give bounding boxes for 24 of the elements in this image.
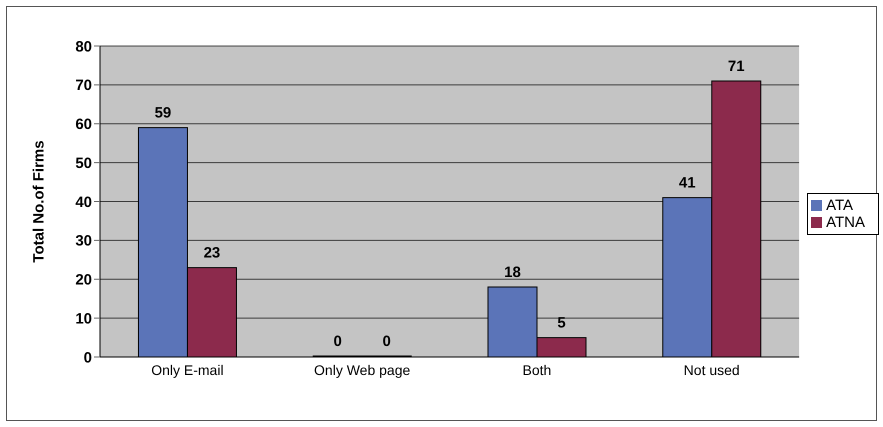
x-tick-label: Only Web page (314, 362, 410, 378)
legend-label: ATA (826, 196, 854, 214)
x-tick-label: Only E-mail (151, 362, 224, 378)
y-tick-label: 50 (75, 154, 92, 172)
y-tick-label: 70 (75, 77, 92, 94)
y-tick-label: 0 (84, 349, 92, 366)
data-label: 23 (204, 244, 220, 262)
x-tick-label: Both (522, 362, 552, 378)
y-tick-label: 20 (75, 272, 92, 289)
data-label: 71 (728, 58, 745, 75)
data-label: 41 (678, 174, 696, 192)
y-tick-label: 80 (75, 38, 92, 56)
data-label: 0 (334, 333, 342, 350)
y-tick-label: 10 (75, 310, 92, 328)
data-label: 59 (154, 104, 172, 122)
legend-label: ATNA (826, 214, 865, 230)
data-label: 5 (557, 314, 566, 332)
x-tick-label: Not used (684, 362, 740, 378)
data-label: 18 (504, 264, 521, 282)
y-tick-label: 40 (75, 194, 92, 211)
y-axis-title: Total No.of Firms (30, 140, 48, 263)
y-tick-label: 30 (75, 232, 92, 250)
data-label: 0 (382, 333, 391, 350)
y-tick-label: 60 (75, 116, 92, 134)
